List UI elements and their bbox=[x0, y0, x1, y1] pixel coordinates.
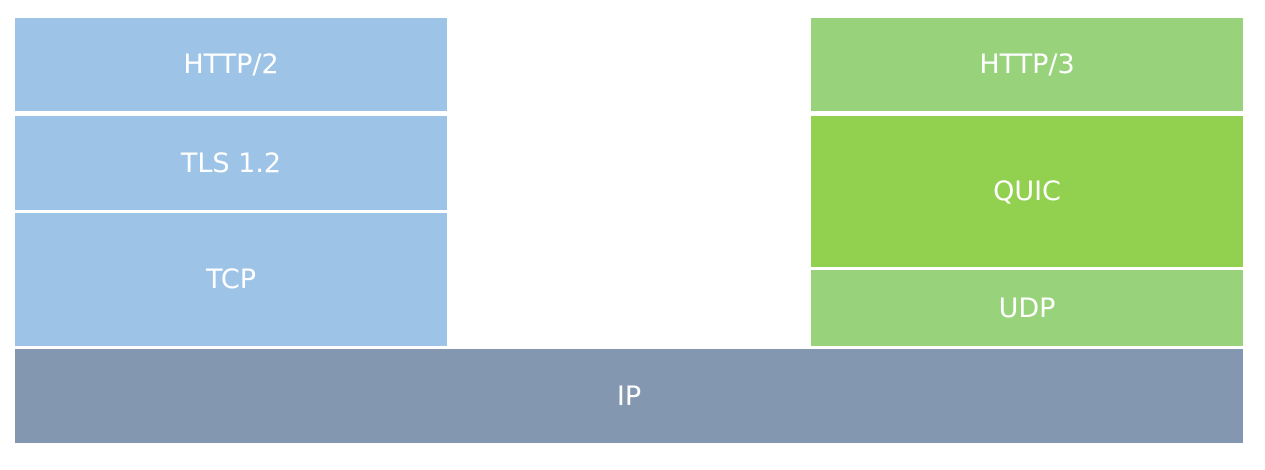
http3-layer: HTTP/3 bbox=[811, 18, 1243, 111]
tcp-layer: TCP bbox=[15, 213, 447, 346]
tls-label: TLS 1.2 bbox=[180, 147, 282, 179]
ip-label: IP bbox=[616, 380, 642, 412]
quic-label: QUIC bbox=[993, 176, 1061, 207]
quic-layer: QUIC bbox=[811, 116, 1243, 267]
ip-layer: IP bbox=[15, 349, 1243, 443]
udp-layer: UDP bbox=[811, 270, 1243, 346]
http2-label: HTTP/2 bbox=[183, 49, 279, 80]
tcp-label: TCP bbox=[205, 264, 257, 295]
tls-layer: TLS 1.2 bbox=[15, 116, 447, 210]
http2-layer: HTTP/2 bbox=[15, 18, 447, 111]
http3-label: HTTP/3 bbox=[979, 49, 1075, 80]
udp-label: UDP bbox=[998, 292, 1056, 324]
